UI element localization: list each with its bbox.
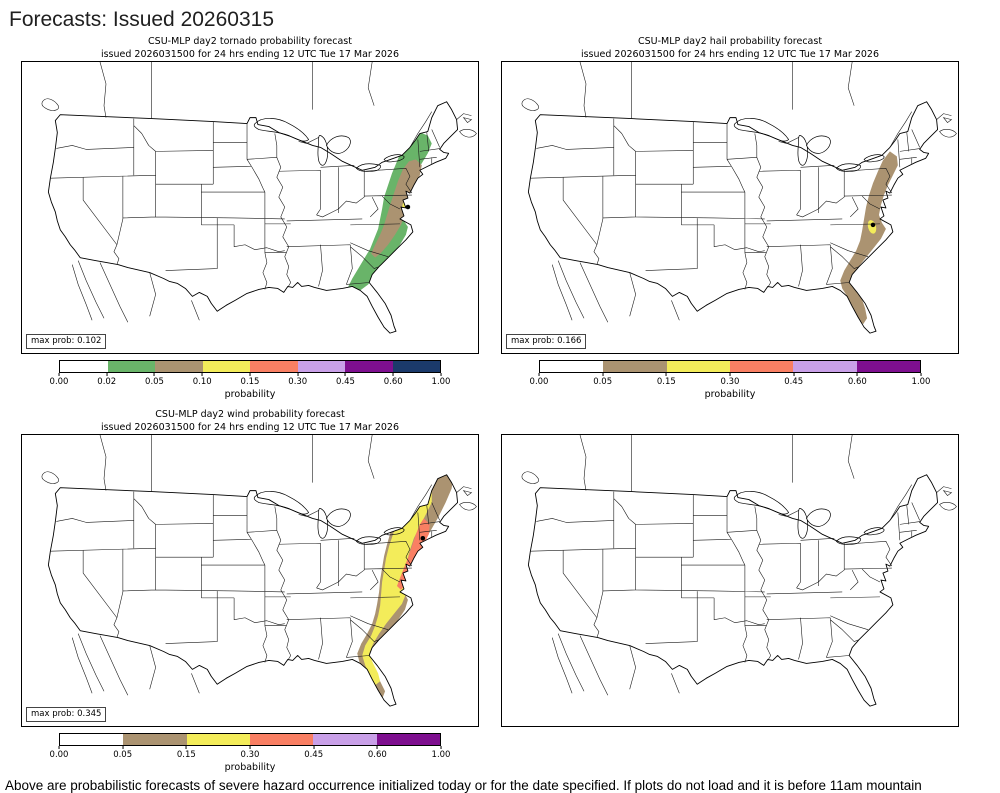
colorbar-segment	[202, 361, 250, 372]
panel-subtitle: issued 2026031500 for 24 hrs ending 12 U…	[100, 49, 400, 60]
panel-wind: CSU-MLP day2 wind probability forecast i…	[0, 408, 480, 773]
panel-subtitle	[501, 421, 959, 434]
max-prob-badge: max prob: 0.166	[506, 334, 587, 349]
wind-map: max prob: 0.345	[21, 434, 479, 727]
hail-max-marker	[870, 222, 876, 228]
colorbar-segment	[856, 361, 920, 372]
colorbar-segment	[249, 734, 314, 745]
us-basemap	[521, 435, 957, 707]
colorbar-tick: 0.45	[304, 746, 323, 760]
hail-map-svg	[501, 61, 959, 354]
colorbar-label: probability	[224, 762, 276, 773]
colorbar-tick: 0.30	[241, 746, 259, 760]
colorbar-ticks: 0.00 0.02 0.05 0.10 0.15 0.30 0.45 0.60 1.00	[50, 373, 450, 388]
colorbar-tick: 0.15	[657, 373, 676, 387]
colorbar-segment	[155, 361, 203, 372]
panel-title: CSU-MLP day2 wind probability forecast	[155, 409, 345, 420]
colorbar-tick: 0.05	[145, 373, 164, 387]
colorbar-tick: 0.60	[384, 373, 403, 387]
colorbar-segment	[603, 361, 667, 372]
colorbar-ticks: 0.00 0.05 0.15 0.30 0.45 0.60 1.00	[530, 373, 930, 388]
colorbar-segment	[376, 734, 440, 745]
colorbar-segment	[345, 361, 393, 372]
tornado-map-svg	[21, 61, 479, 354]
page-title: Forecasts: Issued 20260315	[9, 8, 275, 31]
colorbar-segment	[60, 361, 108, 372]
colorbar-segment	[666, 361, 730, 372]
colorbar-label: probability	[224, 389, 276, 400]
colorbar-ticks: 0.00 0.05 0.15 0.30 0.45 0.60 1.00	[50, 746, 450, 761]
colorbar-tick: 1.00	[432, 746, 450, 760]
colorbar-tick: 0.60	[368, 746, 387, 760]
panel-tornado: CSU-MLP day2 tornado probability forecas…	[0, 35, 480, 400]
colorbar-tick: 0.15	[241, 373, 259, 387]
panel-title	[501, 408, 959, 421]
panel-subtitle: issued 2026031500 for 24 hrs ending 12 U…	[580, 49, 880, 60]
colorbar-segments	[59, 733, 441, 746]
colorbar-segment	[186, 734, 250, 745]
colorbar: 0.00 0.05 0.15 0.30 0.45 0.60 1.00 probability	[50, 733, 450, 773]
colorbar-segment	[729, 361, 794, 372]
wind-max-marker	[420, 536, 426, 541]
colorbar-tick: 0.45	[784, 373, 803, 387]
empty-map	[501, 434, 959, 727]
forecast-grid: CSU-MLP day2 tornado probability forecas…	[0, 35, 1000, 773]
panel-hail: CSU-MLP day2 hail probability forecast i…	[480, 35, 960, 400]
colorbar-tick: 1.00	[912, 373, 930, 387]
colorbar-segment	[540, 361, 604, 372]
colorbar-segment	[60, 734, 124, 745]
colorbar-segment	[392, 361, 440, 372]
us-basemap	[41, 62, 477, 334]
colorbar-tick: 0.02	[97, 373, 116, 387]
tornado-prob-region-mid	[371, 159, 422, 258]
colorbar-segment	[313, 734, 377, 745]
colorbar-tick: 0.45	[336, 373, 355, 387]
colorbar: 0.00 0.02 0.05 0.10 0.15 0.30 0.45 0.60 1.00 pro…	[50, 360, 450, 400]
colorbar-segment	[297, 361, 345, 372]
hail-prob-region-low	[840, 151, 898, 325]
colorbar-segment	[107, 361, 155, 372]
colorbar-segments	[539, 360, 921, 373]
colorbar-segment	[123, 734, 187, 745]
footer-text: Above are probabilistic forecasts of sev…	[5, 778, 922, 793]
tornado-max-marker	[405, 204, 411, 210]
wind-prob-region-mid	[362, 484, 432, 686]
panel-subtitle: issued 2026031500 for 24 hrs ending 12 U…	[100, 422, 400, 433]
hail-map: max prob: 0.166	[501, 61, 959, 354]
colorbar-tick: 0.05	[113, 746, 132, 760]
wind-map-svg	[21, 434, 479, 727]
colorbar-tick: 0.00	[530, 373, 548, 387]
colorbar-label: probability	[704, 389, 756, 400]
colorbar-tick: 0.00	[50, 746, 68, 760]
panel-title: CSU-MLP day2 tornado probability forecas…	[148, 36, 352, 47]
colorbar-tick: 0.30	[721, 373, 739, 387]
colorbar-segment	[250, 361, 298, 372]
colorbar-tick: 0.15	[177, 746, 196, 760]
colorbar-segment	[793, 361, 857, 372]
colorbar-tick: 0.30	[288, 373, 307, 387]
us-basemap	[41, 435, 477, 707]
colorbar-tick: 1.00	[432, 373, 450, 387]
tornado-map: max prob: 0.102	[21, 61, 479, 354]
panel-title: CSU-MLP day2 hail probability forecast	[637, 36, 823, 47]
us-basemap	[521, 62, 957, 334]
colorbar-tick: 0.00	[50, 373, 68, 387]
max-prob-badge: max prob: 0.345	[26, 707, 107, 722]
empty-map-svg	[501, 434, 959, 727]
colorbar-segments	[59, 360, 441, 373]
max-prob-badge: max prob: 0.102	[26, 334, 107, 349]
colorbar-tick: 0.60	[848, 373, 867, 387]
colorbar-tick: 0.10	[193, 373, 212, 387]
colorbar: 0.00 0.05 0.15 0.30 0.45 0.60 1.00 probability	[530, 360, 930, 400]
panel-empty	[480, 408, 960, 773]
colorbar-tick: 0.05	[593, 373, 612, 387]
